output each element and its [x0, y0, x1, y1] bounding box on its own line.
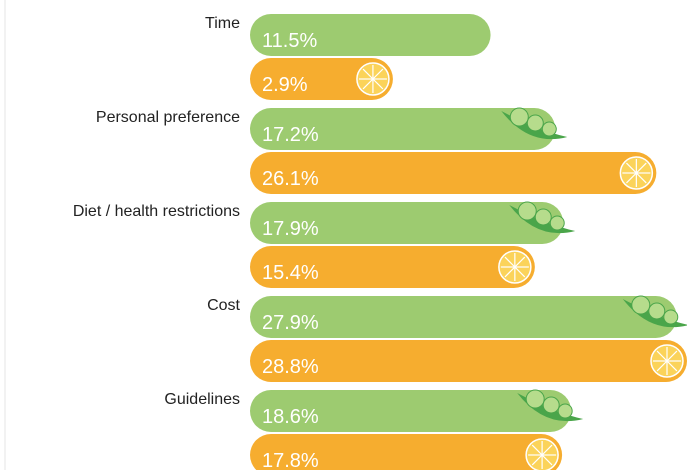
pea [648, 302, 666, 320]
bar [250, 296, 677, 338]
category-label: Diet / health restrictions [73, 203, 240, 220]
orange-segment [541, 444, 553, 456]
value-label: 18.6% [262, 406, 319, 428]
category-label: Time [205, 15, 240, 32]
bar [250, 340, 687, 382]
orange-segment [666, 360, 678, 372]
bar [250, 152, 657, 194]
pea-pod [501, 111, 568, 140]
pea [517, 201, 537, 221]
value-label: 2.9% [262, 74, 308, 96]
value-label: 27.9% [262, 312, 319, 334]
pea [549, 215, 565, 231]
orange-segment [635, 162, 647, 174]
bar [250, 14, 491, 56]
bar [250, 58, 393, 100]
orange-segment [626, 172, 637, 184]
pea [631, 295, 651, 315]
orange-segment [666, 350, 678, 362]
category-label: Guidelines [164, 391, 240, 408]
value-label: 17.8% [262, 450, 319, 470]
orange-segment [656, 360, 668, 372]
orange-segment [531, 444, 543, 456]
orange-segment [531, 454, 543, 466]
category-label: Personal preference [96, 109, 240, 126]
pea [557, 403, 573, 419]
orange-segment [626, 162, 637, 174]
value-label: 28.8% [262, 356, 319, 378]
pea [542, 396, 560, 414]
bar [250, 434, 563, 470]
bar [250, 202, 564, 244]
pea-pod [509, 205, 576, 234]
value-label: 26.1% [262, 168, 319, 190]
orange-segment [635, 172, 647, 184]
value-label: 11.5% [262, 30, 317, 52]
bar [250, 246, 535, 288]
pea [509, 107, 529, 127]
bar [250, 108, 556, 150]
pea-pod [517, 393, 584, 422]
category-label: Cost [207, 297, 240, 314]
pea [526, 114, 544, 132]
orange-segment [656, 350, 668, 362]
value-label: 17.9% [262, 218, 319, 240]
orange-segment [514, 266, 526, 278]
pea [534, 208, 552, 226]
pea [663, 309, 679, 325]
orange-segment [372, 78, 384, 90]
orange-segment [372, 68, 384, 80]
value-label: 17.2% [262, 124, 319, 146]
pea [525, 389, 545, 409]
pea [541, 121, 557, 137]
orange-segment [514, 256, 526, 268]
orange-segment [362, 78, 374, 90]
orange-segment [504, 266, 516, 278]
orange-segment [504, 256, 516, 268]
value-label: 15.4% [262, 262, 319, 284]
bar [250, 390, 572, 432]
orange-segment [541, 454, 553, 466]
orange-segment [362, 68, 374, 80]
